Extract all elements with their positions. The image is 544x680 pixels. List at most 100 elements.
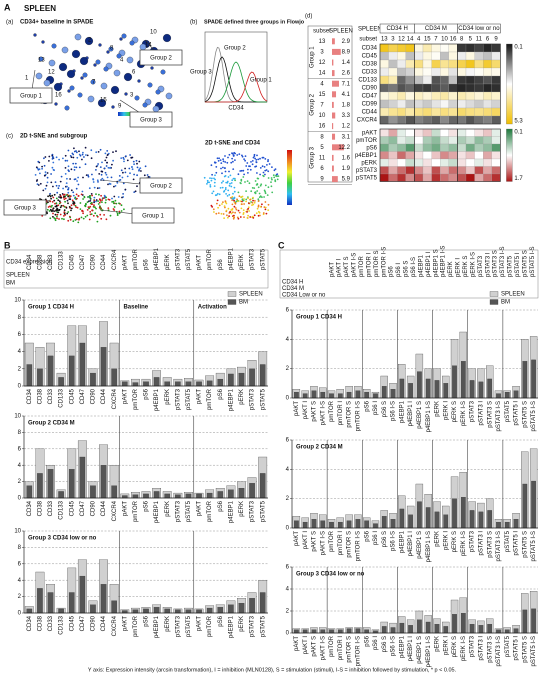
x-tick-label: CD34 <box>27 388 33 404</box>
heatmap-row-label: CD45 <box>362 54 378 60</box>
tsne-point <box>136 185 138 188</box>
group-label: Group 3 <box>14 206 36 212</box>
tsne-point <box>254 157 256 160</box>
tsne-point <box>95 200 97 203</box>
bar <box>164 608 171 614</box>
tsne-point <box>76 156 79 159</box>
tsne-point <box>229 174 232 177</box>
spade-node-label: 9 <box>118 104 122 110</box>
tsne-point <box>266 194 269 197</box>
heatmap-cell <box>414 158 424 167</box>
tsne-point <box>58 202 61 205</box>
x-tick-label: pSTAT3 <box>250 500 256 522</box>
x-tick-label: pSTAT3 <box>470 400 476 422</box>
tsne-point <box>97 203 100 205</box>
color-scale-label: 0.1 <box>514 130 523 136</box>
tsne-point <box>245 200 248 203</box>
tsne-point <box>93 201 95 204</box>
tsne-point <box>49 200 52 203</box>
heatmap-cell <box>388 128 398 137</box>
heatmap-cell <box>405 128 415 137</box>
y-tick-label: 2 <box>18 594 22 600</box>
subset-value: 2.6 <box>342 71 351 77</box>
tsne-point <box>122 171 124 174</box>
x-tick-label: pSTAT3 <box>470 530 476 552</box>
x-tick-label: CD45 <box>69 500 75 516</box>
x-tick-label: CXCR4 <box>112 388 118 409</box>
group-box <box>3 199 47 216</box>
tsne-point <box>247 214 250 217</box>
bar <box>294 520 299 529</box>
x-tick-label: pSTAT5 <box>186 388 192 410</box>
tsne-point <box>83 196 86 199</box>
tsne-point <box>233 196 236 199</box>
x-tick-label: CD38 <box>37 388 43 404</box>
x-tick-label: pSTAT3 I <box>478 531 484 556</box>
spade-node <box>103 66 109 72</box>
x-tick-label: CD47 <box>80 500 86 516</box>
tsne-point <box>232 192 234 195</box>
x-tick-label: p4EBP1 I-S <box>426 636 432 667</box>
tsne-point <box>126 175 129 178</box>
table-column-label: pmTOR S <box>374 250 380 277</box>
subset-id: 13 <box>319 39 326 45</box>
tsne-point <box>39 182 42 185</box>
chart-title: Group 3 CD34 low or no <box>296 572 365 578</box>
bar <box>196 609 202 614</box>
heatmap-cell <box>414 128 424 137</box>
spade-node <box>129 40 135 46</box>
heatmap-cell <box>405 75 415 85</box>
chart-title: Group 1 CD34 H <box>28 305 74 311</box>
tsne-point <box>78 150 80 153</box>
table-row-label: CD34 M <box>282 286 304 292</box>
y-tick-label: 2 <box>286 366 290 372</box>
tsne-point <box>257 204 260 207</box>
bar <box>153 607 160 614</box>
heatmap-cell <box>440 166 449 175</box>
heatmap-cell <box>422 166 432 175</box>
chart-title: Group 3 CD34 low or no <box>28 536 97 542</box>
spade-node <box>87 95 95 103</box>
heatmap-cell <box>448 158 458 167</box>
bar <box>185 381 192 387</box>
heatmap-cell <box>431 166 441 175</box>
tsne-point <box>259 173 261 176</box>
x-tick-label: pS6 <box>144 388 150 399</box>
tsne-point <box>139 167 142 170</box>
table-column-label: pAKT <box>329 262 335 277</box>
heatmap-cell <box>388 158 398 167</box>
bar <box>337 521 343 529</box>
tsne-point <box>267 209 270 212</box>
spade-node <box>119 37 123 41</box>
tsne-point <box>46 172 49 174</box>
y-tick-label: 0 <box>18 384 22 390</box>
tsne-point <box>126 159 129 162</box>
tsne-point <box>224 167 226 170</box>
x-tick-label: p4EBP1 I <box>408 531 414 557</box>
table-frame <box>3 249 269 289</box>
heatmap-cell <box>448 83 458 93</box>
tsne-point <box>253 187 256 190</box>
x-tick-label: CD45 <box>69 615 75 631</box>
subset-id: 16 <box>319 124 326 130</box>
bar <box>504 521 510 529</box>
x-tick-label: pAKT I <box>303 401 309 420</box>
x-tick-label: pSTAT5 <box>186 500 192 522</box>
tsne-point <box>240 178 243 181</box>
bar <box>469 624 475 634</box>
tsne-point <box>47 206 50 208</box>
x-tick-label: p4EBP1 I <box>408 636 414 662</box>
tsne-point <box>231 203 234 206</box>
tsne-point <box>206 179 209 182</box>
x-tick-label: pS6 <box>144 500 150 511</box>
heatmap-cell <box>474 83 484 93</box>
tsne-point <box>51 158 54 160</box>
tsne-point <box>211 192 214 195</box>
group-label: Group 2 <box>310 93 316 115</box>
heatmap-cell <box>448 59 458 69</box>
spade-node <box>66 69 76 79</box>
tsne-point <box>54 181 57 184</box>
x-tick-label: CD44 <box>101 500 107 516</box>
heatmap-column-label: 16 <box>450 37 457 43</box>
bar <box>79 342 86 387</box>
